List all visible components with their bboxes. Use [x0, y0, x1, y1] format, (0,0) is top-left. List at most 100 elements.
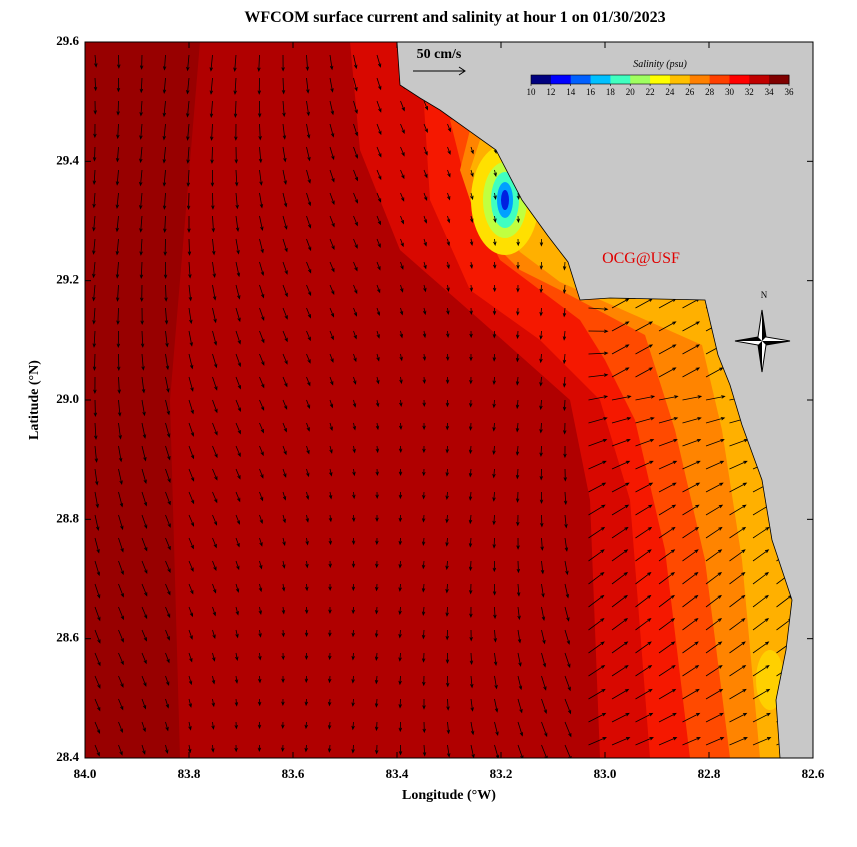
current-vector	[259, 399, 265, 411]
colorbar-tick-label: 12	[546, 87, 555, 97]
current-vector	[353, 261, 358, 272]
current-vector	[353, 330, 357, 340]
current-vector	[212, 560, 217, 572]
current-vector	[188, 376, 194, 392]
current-vector	[233, 77, 237, 95]
current-vector	[116, 330, 121, 349]
current-vector	[329, 146, 335, 161]
current-vector	[539, 238, 544, 247]
current-vector	[682, 526, 700, 539]
current-vector	[445, 583, 449, 594]
current-vector	[234, 123, 238, 141]
current-vector	[259, 261, 265, 277]
current-vector	[305, 560, 309, 569]
current-vector	[492, 468, 496, 479]
current-vector	[165, 330, 169, 348]
current-vector	[445, 491, 449, 501]
current-vector	[163, 215, 167, 233]
current-vector	[258, 675, 262, 684]
current-vector	[259, 514, 263, 525]
current-vector	[188, 629, 193, 640]
current-vector	[211, 721, 215, 730]
colorbar-tick-label: 22	[646, 87, 655, 97]
current-vector	[564, 514, 568, 529]
current-vector	[635, 438, 655, 447]
current-vector	[705, 571, 723, 585]
current-vector	[492, 514, 496, 526]
current-vector	[469, 330, 473, 339]
current-vector	[304, 629, 309, 638]
current-vector	[492, 583, 497, 596]
current-vector	[351, 560, 356, 569]
current-vector	[212, 399, 218, 414]
current-vector	[705, 737, 725, 746]
current-vector	[212, 537, 217, 549]
current-vector	[282, 537, 286, 547]
current-vector	[445, 629, 450, 641]
current-vector	[92, 261, 96, 279]
current-vector	[682, 438, 702, 447]
current-vector	[682, 395, 703, 401]
current-vector	[562, 284, 567, 294]
current-vector	[398, 491, 403, 500]
current-vector	[352, 445, 356, 454]
current-vector	[306, 284, 312, 297]
current-vector	[564, 537, 569, 552]
current-vector	[682, 712, 701, 723]
current-vector	[118, 468, 123, 485]
current-vector	[257, 744, 262, 753]
current-vector	[398, 583, 402, 592]
x-tick-label: 83.0	[594, 766, 617, 781]
colorbar-swatch	[689, 75, 711, 84]
current-vector	[374, 698, 379, 708]
current-vector	[375, 468, 379, 477]
current-vector	[516, 192, 521, 200]
current-vector	[564, 606, 570, 622]
current-vector	[562, 376, 567, 388]
current-vector	[376, 376, 380, 385]
current-vector	[233, 100, 238, 118]
current-vector	[139, 215, 143, 233]
current-vector	[564, 560, 569, 576]
current-vector	[752, 712, 771, 723]
current-vector	[187, 238, 192, 256]
current-vector	[188, 422, 195, 437]
compass-label: N	[761, 290, 768, 300]
current-vector	[729, 549, 746, 562]
current-vector	[541, 698, 547, 714]
current-vector	[705, 594, 722, 608]
current-vector	[374, 606, 379, 615]
current-vector	[92, 307, 96, 325]
current-vector	[94, 514, 100, 532]
plot-area: 84.0 83.8 83.6 83.4 83.2 83.0 82.8 82.6 28.4 28.6…	[56, 33, 825, 781]
current-vector	[421, 583, 426, 593]
x-tick-label: 83.2	[490, 766, 513, 781]
current-vector	[376, 353, 380, 362]
current-vector	[682, 688, 700, 700]
current-vector	[516, 560, 521, 574]
current-vector	[515, 353, 520, 363]
current-vector	[282, 468, 287, 478]
current-vector	[212, 468, 218, 481]
colorbar-swatch	[769, 75, 790, 84]
current-vector	[400, 146, 405, 157]
current-vector	[306, 146, 311, 162]
current-vector	[351, 721, 355, 731]
current-vector	[329, 192, 335, 206]
current-vector	[376, 77, 382, 91]
current-vector	[186, 77, 190, 95]
current-vector	[92, 353, 97, 371]
current-vector	[492, 399, 496, 409]
current-vector	[445, 514, 449, 524]
current-vector	[588, 594, 605, 608]
current-vector	[328, 514, 333, 523]
current-vector	[94, 468, 99, 486]
current-vector	[635, 344, 654, 355]
current-vector	[492, 560, 497, 573]
current-vector	[729, 460, 748, 470]
current-vector	[468, 422, 473, 431]
current-vector	[611, 321, 630, 332]
current-vector	[374, 652, 379, 662]
current-vector	[188, 445, 195, 460]
current-vector	[117, 376, 121, 394]
